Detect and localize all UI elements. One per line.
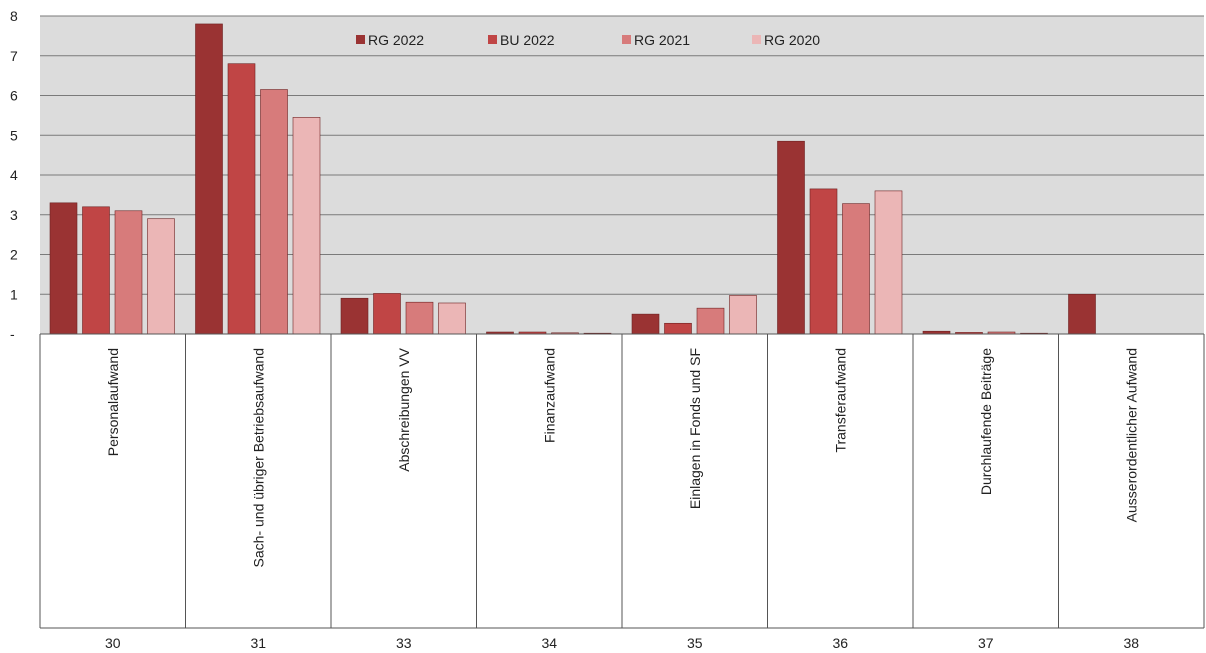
legend-label: BU 2022 bbox=[500, 32, 555, 48]
category-code: 30 bbox=[105, 635, 121, 651]
bar-rg-2022 bbox=[195, 23, 223, 335]
bar-rg-2022 bbox=[1068, 293, 1096, 335]
bars bbox=[49, 23, 1096, 335]
category-label: Finanzaufwand bbox=[541, 348, 557, 443]
category-label: Abschreibungen VV bbox=[396, 347, 412, 471]
category-code: 37 bbox=[978, 635, 994, 651]
category-label: Sach- und übriger Betriebsaufwand bbox=[250, 348, 266, 567]
bar-bu-2022 bbox=[664, 322, 692, 335]
y-tick-label: - bbox=[10, 326, 15, 342]
bar-rg-2021 bbox=[260, 89, 288, 335]
bar-rg-2022 bbox=[777, 140, 805, 335]
y-tick-label: 1 bbox=[10, 286, 18, 302]
y-tick-label: 8 bbox=[10, 8, 18, 24]
y-tick-label: 7 bbox=[10, 48, 18, 64]
bar-rg-2021 bbox=[696, 307, 725, 335]
y-tick-label: 5 bbox=[10, 127, 18, 143]
y-tick-label: 6 bbox=[10, 88, 18, 104]
category-label: Personalaufwand bbox=[105, 348, 121, 456]
category-label: Ausserordentlicher Aufwand bbox=[1123, 348, 1139, 522]
bar-bu-2022 bbox=[809, 188, 838, 335]
bar-rg-2020 bbox=[874, 190, 903, 335]
category-code: 34 bbox=[541, 635, 557, 651]
bar-rg-2020 bbox=[147, 218, 175, 335]
legend: RG 2022 BU 2022 RG 2021 RG 2020 bbox=[356, 32, 820, 48]
legend-swatch bbox=[752, 35, 761, 44]
legend-label: RG 2021 bbox=[634, 32, 690, 48]
category-label: Durchlaufende Beiträge bbox=[978, 348, 994, 495]
bar-rg-2020 bbox=[292, 117, 321, 335]
bar-rg-2022 bbox=[340, 297, 369, 335]
legend-label: RG 2020 bbox=[764, 32, 820, 48]
category-label: Transferaufwand bbox=[832, 348, 848, 453]
category-code: 38 bbox=[1123, 635, 1139, 651]
y-tick-label: 2 bbox=[10, 247, 18, 263]
bar-rg-2020 bbox=[438, 302, 466, 335]
bar-bu-2022 bbox=[373, 293, 401, 335]
category-label: Einlagen in Fonds und SF bbox=[687, 348, 703, 509]
legend-swatch bbox=[622, 35, 631, 44]
y-axis-ticks: - 1 2 3 4 5 6 7 8 bbox=[10, 8, 18, 342]
category-code: 36 bbox=[832, 635, 848, 651]
legend-label: RG 2022 bbox=[368, 32, 424, 48]
legend-swatch bbox=[488, 35, 497, 44]
bar-bu-2022 bbox=[227, 63, 256, 335]
y-tick-label: 4 bbox=[10, 167, 18, 183]
bar-rg-2022 bbox=[631, 313, 660, 335]
category-code: 35 bbox=[687, 635, 703, 651]
bar-rg-2022 bbox=[49, 202, 78, 335]
legend-swatch bbox=[356, 35, 365, 44]
bar-rg-2021 bbox=[405, 301, 434, 335]
category-code: 33 bbox=[396, 635, 412, 651]
category-code: 31 bbox=[250, 635, 266, 651]
bar-rg-2020 bbox=[729, 295, 757, 335]
bar-rg-2021 bbox=[114, 210, 143, 335]
bar-rg-2021 bbox=[842, 203, 870, 335]
bar-bu-2022 bbox=[82, 206, 110, 335]
y-tick-label: 3 bbox=[10, 207, 18, 223]
category-table: Personalaufwand 30 Sach- und übriger Betri… bbox=[39, 333, 1205, 651]
